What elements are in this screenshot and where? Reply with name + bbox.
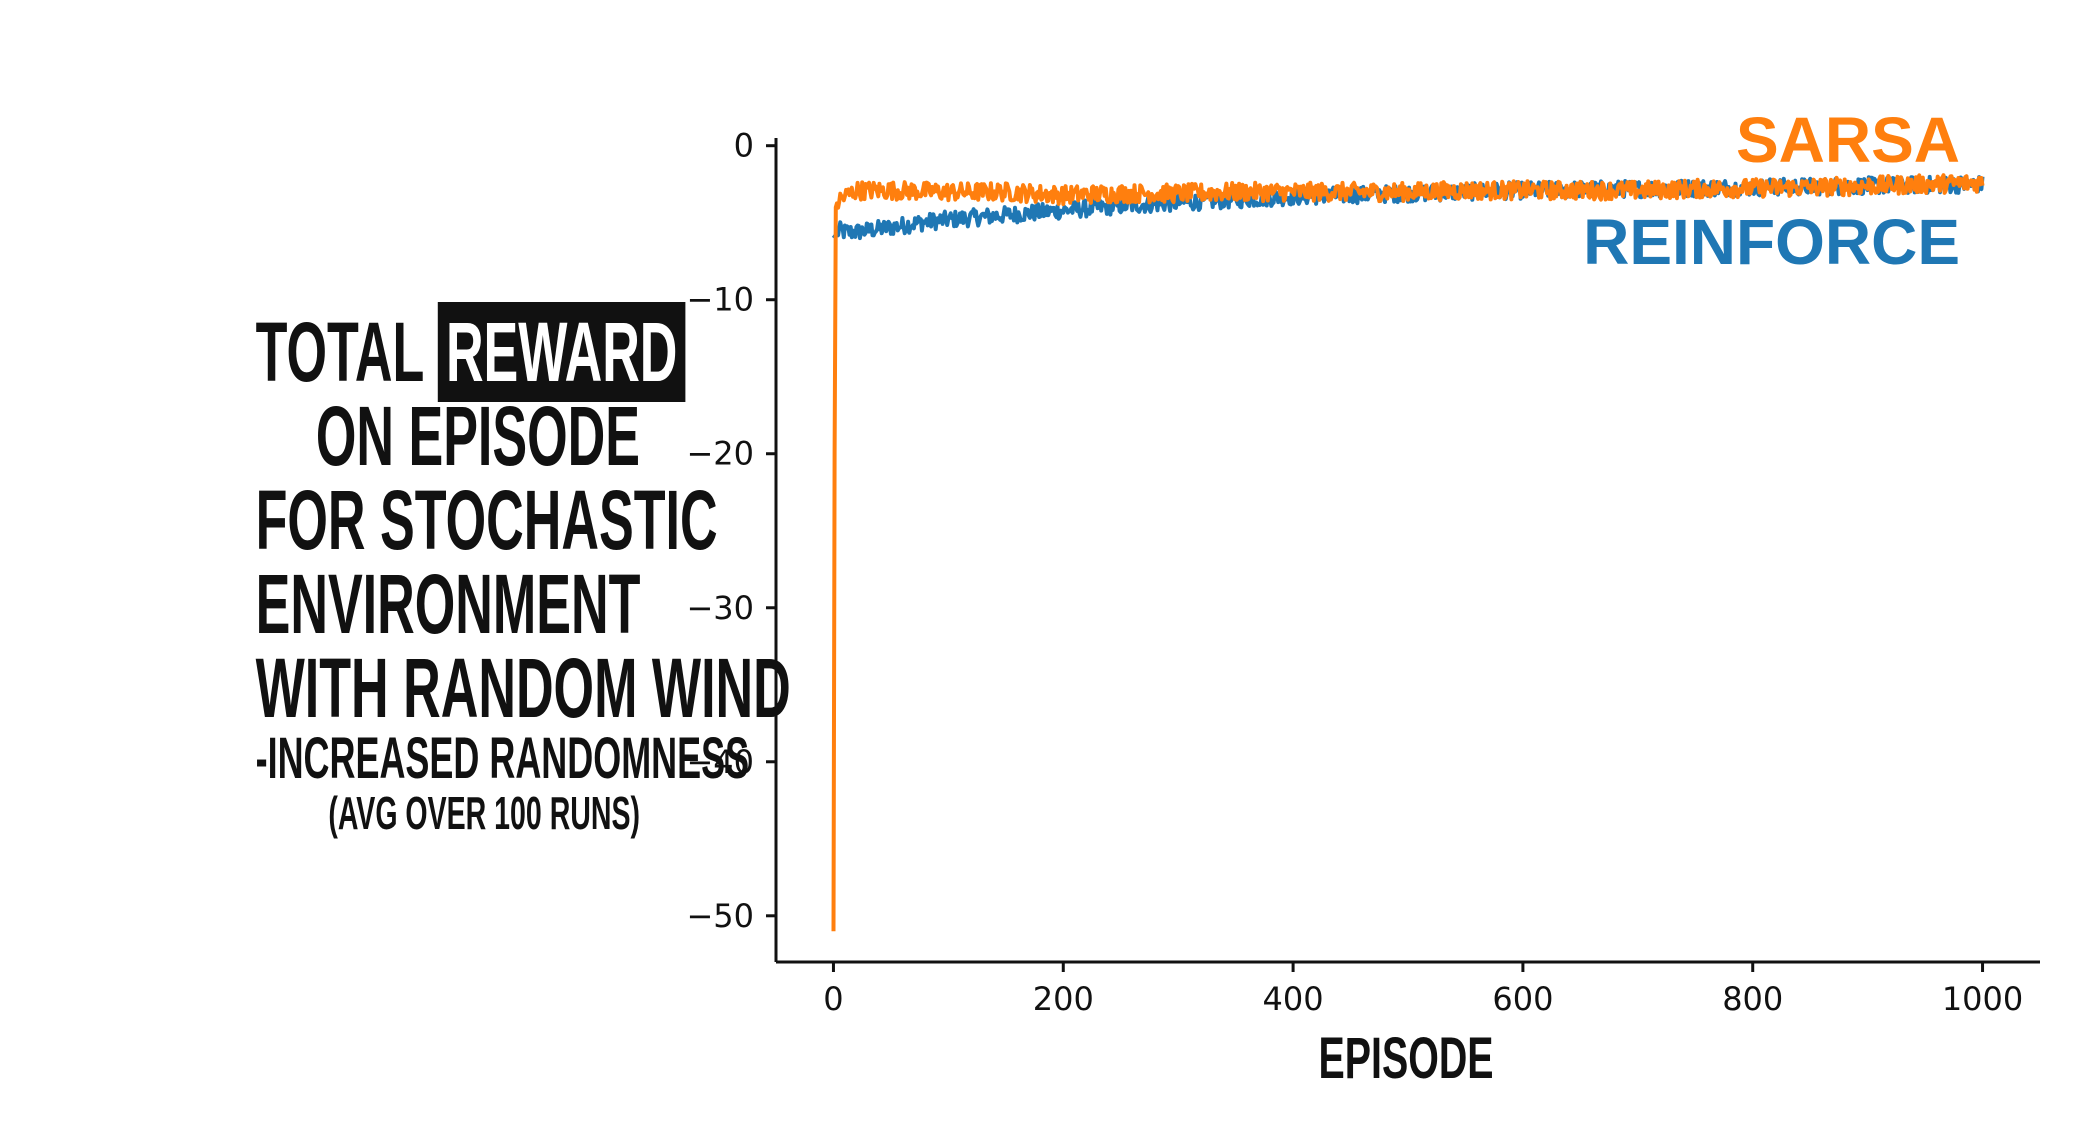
title-line-1: TOTAL REWARD xyxy=(256,302,686,402)
x-tick-label-200: 200 xyxy=(1033,980,1094,1018)
y-tick-label-0: 0 xyxy=(734,127,754,165)
series-line-sarsa xyxy=(831,173,1985,932)
x-tick-label-600: 600 xyxy=(1492,980,1553,1018)
y-tick-label--40: −40 xyxy=(686,743,754,781)
x-axis-label: EPISODE xyxy=(1319,1026,1494,1091)
title-line-2: ON EPISODE xyxy=(315,389,640,483)
chart-title: TOTAL REWARD ON EPISODE FOR STOCHASTIC E… xyxy=(255,302,791,839)
y-tick-label--10: −10 xyxy=(686,281,754,319)
title-highlight: REWARD xyxy=(437,302,686,402)
x-tick-label-800: 800 xyxy=(1722,980,1783,1018)
x-tick-label-1000: 1000 xyxy=(1942,980,2023,1018)
series-label-reinforce: REINFORCE xyxy=(1583,206,1960,278)
y-tick-label--50: −50 xyxy=(686,897,754,935)
title-line-4: ENVIRONMENT xyxy=(255,557,641,651)
x-tick-label-0: 0 xyxy=(823,980,843,1018)
series-label-sarsa: SARSA xyxy=(1736,104,1960,176)
series-layer xyxy=(831,173,1985,932)
y-tick-label--20: −20 xyxy=(686,435,754,473)
x-tick-label-400: 400 xyxy=(1263,980,1324,1018)
y-tick-label--30: −30 xyxy=(686,589,754,627)
title-line-7: (AVG OVER 100 RUNS) xyxy=(328,787,640,839)
axes: 0 200 400 600 800 1000 0 −10 −20 −30 −40 −50 xyxy=(686,127,2040,1018)
